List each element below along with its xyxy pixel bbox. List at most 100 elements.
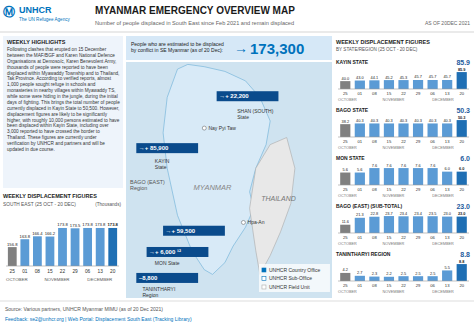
- x-tick-label: 20: [459, 283, 464, 288]
- x-tick-label: 01: [357, 283, 362, 288]
- data-label: 173.8: [82, 222, 93, 227]
- bar: [398, 80, 408, 89]
- month-label: NOVEMBER: [383, 290, 405, 294]
- chart-title: WEEKLY DISPLACEMENT FIGURES: [3, 193, 97, 199]
- bar: [398, 168, 408, 185]
- month-label: DECEMBER: [432, 242, 454, 246]
- month-label: OCTOBER: [6, 277, 28, 282]
- month-label: NOVEMBER: [383, 242, 405, 246]
- month-label: OCTOBER: [338, 242, 357, 246]
- data-label: 7.6: [386, 163, 391, 168]
- data-label: 40.3: [443, 118, 451, 123]
- x-tick-label: 20: [110, 269, 116, 274]
- source-note: Source: Various partners, UNHCR Myanmar …: [5, 306, 163, 312]
- data-label: 40.3: [356, 118, 364, 123]
- bar: [8, 247, 17, 266]
- data-label: 166.4: [32, 231, 43, 236]
- data-label: 7.6: [372, 163, 377, 168]
- month-label: OCTOBER: [338, 98, 357, 102]
- x-axis: [6, 266, 119, 267]
- bar-chart: BAGO STATE50.338.22540.30140.30840.31540…: [336, 107, 470, 150]
- bar: [355, 218, 365, 233]
- x-tick-label: 25: [343, 283, 348, 288]
- month-label: DECEMBER: [87, 277, 112, 282]
- data-label: 173.5: [70, 223, 81, 228]
- x-tick-label: 01: [357, 139, 362, 144]
- x-tick-label: 29: [72, 269, 78, 274]
- latest-value: 6.0: [460, 155, 470, 162]
- x-tick-label: 25: [343, 235, 348, 240]
- bar: [442, 80, 452, 89]
- x-tick-label: 06: [430, 283, 435, 288]
- data-label: 7.6: [401, 163, 406, 168]
- bar: [340, 124, 350, 137]
- bar: [413, 168, 423, 185]
- month-label: DECEMBER: [432, 194, 454, 198]
- bar: [384, 216, 394, 233]
- displacement-label: →+ 22,200: [219, 93, 249, 99]
- data-label: 40.3: [371, 118, 379, 123]
- bar: [355, 173, 365, 185]
- map-background: [126, 62, 332, 298]
- x-tick-label: 13: [445, 139, 450, 144]
- x-tick-label: 08: [372, 187, 377, 192]
- month-label: NOVEMBER: [383, 194, 405, 198]
- bar: [442, 123, 452, 137]
- data-label: 23.4: [414, 211, 422, 216]
- x-tick-label: 29: [416, 187, 421, 192]
- x-tick-label: 06: [430, 91, 435, 96]
- x-tick-label: 15: [387, 187, 392, 192]
- data-label: 173.8: [95, 222, 106, 227]
- bar: [58, 228, 67, 266]
- bar-chart: TANINTHARYI REGION8.84.2252.7012.3082.21…: [336, 251, 470, 294]
- data-label: 45.2: [385, 75, 393, 80]
- x-tick-label: 20: [459, 91, 464, 96]
- data-label: 2.7: [357, 270, 362, 275]
- legend-label: UNHCR Country Office: [269, 267, 321, 273]
- x-tick-label: 15: [387, 283, 392, 288]
- x-tick-label: 08: [372, 235, 377, 240]
- bar: [355, 123, 365, 137]
- data-label: 2.5: [415, 271, 420, 276]
- bar: [384, 80, 394, 89]
- legend-swatch: [262, 277, 266, 281]
- highlights-panel: [3, 36, 123, 188]
- data-label: 163.8: [20, 234, 31, 239]
- x-tick-label: 22: [401, 187, 406, 192]
- bar: [398, 276, 408, 281]
- x-tick-label: 08: [372, 139, 377, 144]
- data-label: 166.2: [45, 231, 56, 236]
- footer-rule: [0, 301, 474, 302]
- header-rule: [0, 32, 474, 33]
- data-label: 5.6: [343, 167, 348, 172]
- month-label: DECEMBER: [432, 290, 454, 294]
- bar: [355, 276, 365, 281]
- x-tick-label: 22: [401, 139, 406, 144]
- bar: [369, 80, 379, 89]
- displacement-label: →+ 59,500: [166, 228, 196, 234]
- data-label: 45.7: [429, 74, 437, 79]
- neighbour-shape: [250, 138, 295, 275]
- area-label: BAGO (EAST)Region: [130, 179, 165, 191]
- x-tick-label: 25: [343, 139, 348, 144]
- x-tick-label: 22: [60, 269, 66, 274]
- footer-link: Feedback: se2@unhcr.org | Web Portal: Di…: [5, 316, 192, 322]
- bar: [369, 277, 379, 281]
- latest-value: 8.8: [460, 251, 470, 258]
- x-axis: [338, 89, 469, 90]
- x-tick-label: 15: [47, 269, 53, 274]
- bar: [340, 225, 350, 233]
- x-tick-label: 06: [430, 187, 435, 192]
- x-tick-label: 29: [416, 91, 421, 96]
- data-label: 40.3: [429, 118, 437, 123]
- latest-value: 85.9: [456, 59, 470, 66]
- text-line: State: [237, 114, 249, 120]
- bar: [457, 72, 467, 89]
- month-label: NOVEMBER: [44, 277, 69, 282]
- chart-title: MON STATE: [336, 155, 365, 161]
- x-tick-label: 22: [401, 235, 406, 240]
- month-label: OCTOBER: [338, 146, 357, 150]
- x-tick-label: 01: [357, 235, 362, 240]
- bar-chart: BAGO (EAST) (SUB-TOTAL)23.011.62521.3012…: [336, 203, 470, 246]
- displacement-box: [163, 226, 225, 236]
